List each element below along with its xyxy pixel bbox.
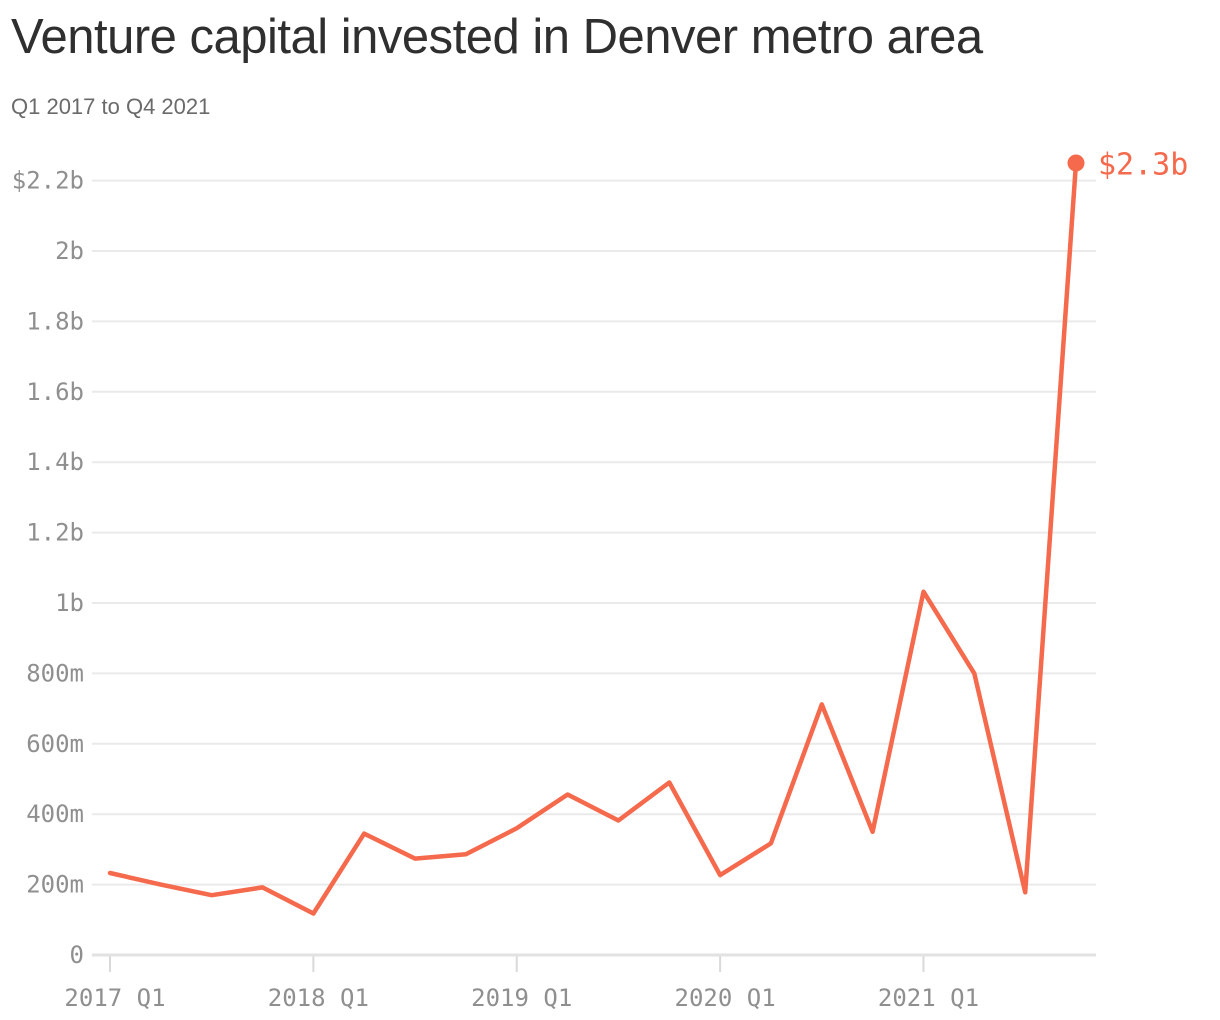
y-axis-label-0: 0 (70, 941, 84, 969)
y-axis-label-800m: 800m (26, 659, 84, 687)
x-axis-label-2020 Q1: 2020 Q1 (675, 984, 776, 1012)
endpoint-marker (1067, 154, 1085, 172)
y-axis-label-$2.2b: $2.2b (12, 167, 84, 195)
y-axis-label-600m: 600m (26, 730, 84, 758)
y-axis-label-200m: 200m (26, 871, 84, 899)
endpoint-value-label: $2.3b (1098, 148, 1188, 183)
y-axis-label-1.2b: 1.2b (26, 519, 84, 547)
x-axis-label-2018 Q1: 2018 Q1 (268, 984, 369, 1012)
y-axis-label-1.6b: 1.6b (26, 378, 84, 406)
y-axis-label-2b: 2b (55, 237, 84, 265)
chart-subtitle: Q1 2017 to Q4 2021 (11, 94, 211, 119)
x-axis-label-2021 Q1: 2021 Q1 (878, 984, 979, 1012)
y-axis-label-1b: 1b (55, 589, 84, 617)
y-axis-label-1.4b: 1.4b (26, 448, 84, 476)
y-axis-label-400m: 400m (26, 800, 84, 828)
chart-title: Venture capital invested in Denver metro… (11, 10, 983, 64)
y-axis-label-1.8b: 1.8b (26, 307, 84, 335)
x-axis-label-2017 Q1: 2017 Q1 (64, 984, 165, 1012)
x-axis-label-2019 Q1: 2019 Q1 (471, 984, 572, 1012)
data-line-series (107, 160, 1079, 916)
